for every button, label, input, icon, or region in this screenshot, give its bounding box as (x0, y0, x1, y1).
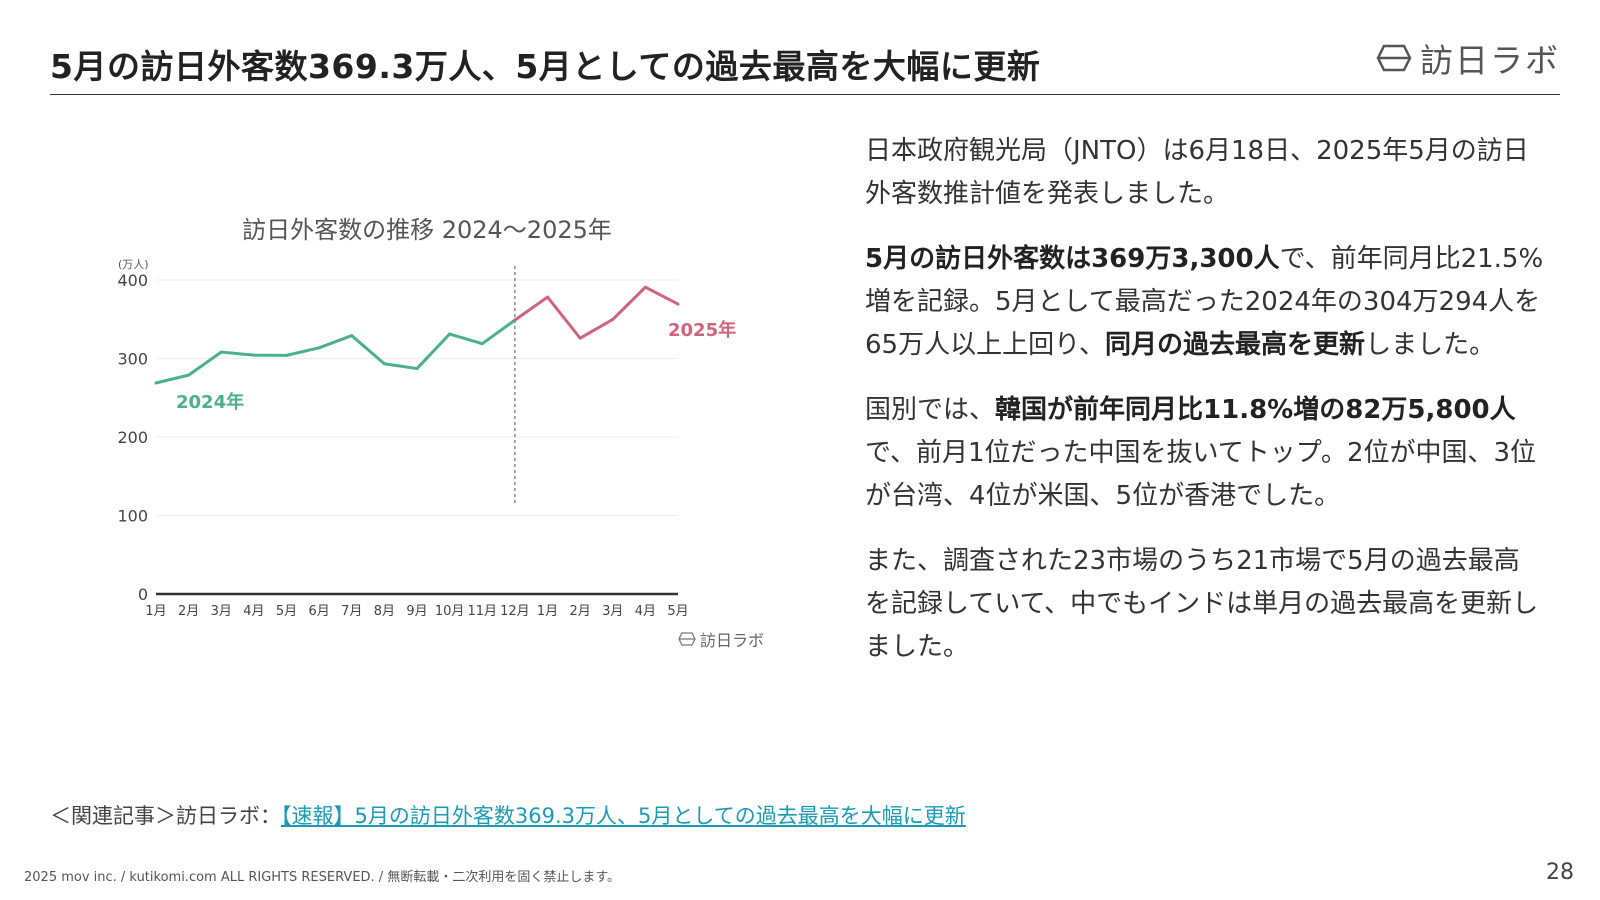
series-line-2 (514, 285, 679, 340)
page-title: 5月の訪日外客数369.3万人、5月としての過去最高を大幅に更新 (50, 47, 1041, 86)
data-point (285, 353, 288, 357)
x-tick-label: 3月 (602, 604, 623, 619)
brand-logo: 訪日ラボ (1376, 34, 1560, 82)
brand-mark-icon (1376, 44, 1412, 72)
x-tick-label: 3月 (211, 604, 232, 619)
header: 5月の訪日外客数369.3万人、5月としての過去最高を大幅に更新 訪日ラボ (50, 34, 1560, 95)
data-point (382, 362, 386, 366)
paragraph-1: 日本政府観光局（JNTO）は6月18日、2025年5月の訪日外客数推計値を発表し… (865, 136, 1529, 209)
x-tick-label: 10月 (435, 604, 465, 619)
y-tick-label: 100 (117, 507, 148, 526)
series-label-2025: 2025年 (668, 319, 736, 341)
chart: 訪日外客数の推移 2024〜2025年 (万人) 0 100 200 300 400 1月 2月… (40, 200, 810, 680)
data-point (415, 367, 419, 371)
body-text: 日本政府観光局（JNTO）は6月18日、2025年5月の訪日外客数推計値を発表し… (865, 130, 1545, 691)
paragraph-2: 5月の訪日外客数は369万3,300人で、前年同月比21.5%増を記録。5月とし… (865, 244, 1544, 360)
copyright-notice: 2025 mov inc. / kutikomi.com ALL RIGHTS … (24, 870, 621, 885)
data-point (252, 353, 256, 357)
data-point (676, 302, 680, 306)
x-tick-label: 12月 (500, 604, 530, 619)
y-tick-label: 300 (117, 350, 148, 369)
watermark-mark-icon (678, 632, 696, 646)
paragraph-4: また、調査された23市場のうち21市場で5月の過去最高を記録していて、中でもイン… (865, 546, 1539, 662)
data-point (187, 373, 191, 377)
data-point (317, 346, 321, 350)
chart-watermark: 訪日ラボ (678, 631, 764, 650)
x-tick-label: 6月 (308, 604, 329, 619)
x-tick-label: 2月 (178, 604, 199, 619)
x-tick-label: 4月 (243, 604, 264, 619)
line-chart-svg: 訪日外客数の推移 2024〜2025年 (万人) 0 100 200 300 400 1月 2月… (117, 216, 764, 650)
data-point (350, 334, 354, 338)
x-tick-label: 1月 (145, 604, 166, 619)
watermark-text: 訪日ラボ (700, 631, 764, 650)
series-label-2024: 2024年 (176, 391, 244, 413)
x-tick-label: 9月 (406, 604, 427, 619)
data-point (546, 295, 549, 299)
x-tick-label: 8月 (374, 604, 395, 619)
x-tick-label: 4月 (635, 604, 656, 619)
related-prefix: ＜関連記事＞訪日ラボ： (50, 804, 281, 828)
paragraph-3: 国別では、韓国が前年同月比11.8%増の82万5,800人で、前月1位だった中国… (865, 395, 1537, 511)
data-point (611, 317, 615, 321)
data-point (578, 336, 582, 340)
brand-name: 訪日ラボ (1420, 41, 1560, 80)
y-tick-label: 200 (117, 428, 148, 447)
related-article-link[interactable]: 【速報】5月の訪日外客数369.3万人、5月としての過去最高を大幅に更新 (281, 804, 966, 828)
x-tick-label: 1月 (537, 604, 558, 619)
y-tick-label: 0 (138, 585, 148, 604)
data-point (480, 342, 484, 346)
x-tick-label: 7月 (341, 604, 362, 619)
related-article: ＜関連記事＞訪日ラボ：【速報】5月の訪日外客数369.3万人、5月としての過去最… (50, 800, 966, 830)
page-number: 28 (1546, 860, 1574, 885)
series-line-1 (155, 318, 516, 385)
x-tick-label: 2月 (569, 604, 590, 619)
y-tick-label: 400 (117, 271, 148, 290)
x-tick-label: 11月 (467, 604, 497, 619)
chart-title: 訪日外客数の推移 2024〜2025年 (242, 216, 612, 244)
data-point (643, 285, 647, 289)
data-point (219, 350, 223, 354)
data-point (513, 318, 517, 322)
y-axis-unit-label: (万人) (118, 258, 149, 271)
data-point (154, 381, 158, 385)
x-tick-label: 5月 (667, 604, 688, 619)
x-tick-label: 5月 (276, 604, 297, 619)
data-point (448, 332, 452, 336)
